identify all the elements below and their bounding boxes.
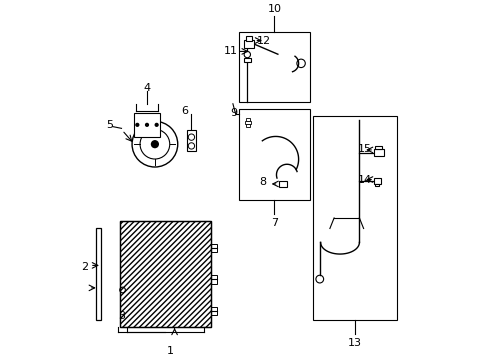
Text: 11: 11	[223, 46, 237, 57]
Text: 6: 6	[181, 106, 188, 116]
Bar	[312, 116, 397, 320]
Bar	[96, 229, 102, 320]
Circle shape	[150, 140, 159, 148]
Text: 7: 7	[270, 218, 277, 228]
Bar	[278, 181, 286, 187]
Text: 15: 15	[357, 144, 371, 154]
Text: 5: 5	[105, 120, 113, 130]
Bar	[246, 36, 251, 41]
Text: 14: 14	[357, 175, 371, 185]
Text: 9: 9	[230, 108, 237, 118]
Bar	[120, 221, 211, 327]
Text: 2: 2	[81, 262, 88, 272]
Text: 10: 10	[267, 4, 281, 14]
Bar	[374, 184, 378, 186]
Bar	[244, 58, 250, 62]
Bar	[244, 121, 251, 124]
Circle shape	[144, 123, 149, 127]
Bar	[244, 40, 253, 48]
Bar	[211, 244, 217, 252]
Text: 12: 12	[256, 36, 270, 45]
Bar	[120, 221, 211, 327]
Circle shape	[154, 123, 159, 127]
Bar	[211, 307, 217, 315]
Bar	[239, 32, 309, 102]
Bar	[375, 146, 381, 149]
Bar	[245, 124, 250, 127]
Bar	[211, 275, 217, 284]
Bar	[186, 130, 196, 151]
Bar	[245, 118, 250, 121]
Text: 1: 1	[166, 346, 173, 356]
Text: 3: 3	[118, 311, 125, 321]
Text: 4: 4	[143, 83, 150, 93]
Text: 8: 8	[258, 177, 265, 187]
Bar	[373, 149, 384, 156]
Bar	[373, 179, 381, 184]
Circle shape	[135, 123, 139, 127]
Text: 13: 13	[347, 338, 362, 348]
Bar	[239, 109, 309, 201]
Bar	[134, 113, 160, 137]
